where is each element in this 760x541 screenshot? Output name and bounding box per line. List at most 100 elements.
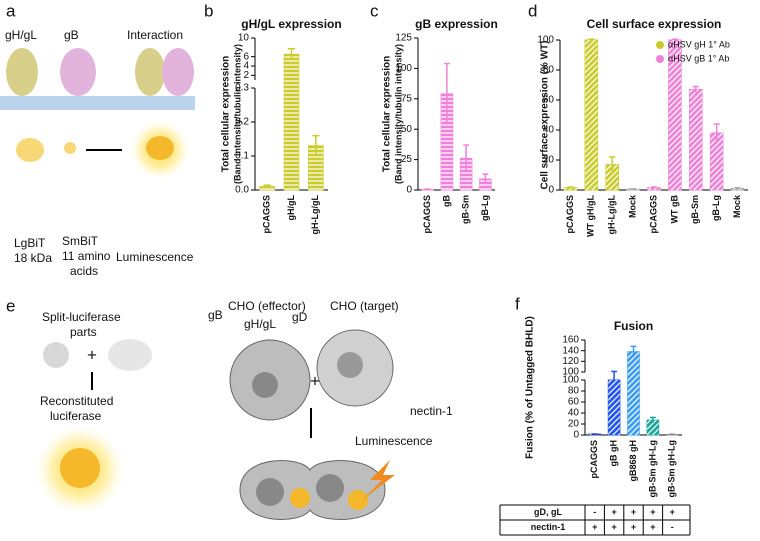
- y-tick-label: 100: [562, 375, 579, 386]
- x-tick-label: gB-Sm gH-Lg: [647, 440, 657, 498]
- label: parts: [70, 325, 97, 339]
- x-tick-label: pCAGGS: [422, 195, 432, 234]
- y-tick-label: 140: [562, 345, 579, 356]
- label: luciferase: [50, 409, 102, 423]
- table-cell: -: [593, 507, 596, 517]
- y-tick-label: 6: [243, 51, 249, 62]
- bar-hatch: [308, 145, 324, 190]
- y-tick-label: 100: [537, 35, 554, 46]
- x-tick-label: Mock: [627, 194, 637, 218]
- x-tick-label: pCAGGS: [565, 195, 575, 234]
- label: LgBiT: [14, 236, 46, 250]
- membrane: [0, 96, 195, 110]
- x-tick-label: pCAGGS: [589, 440, 599, 479]
- y-tick-label: 160: [562, 335, 579, 346]
- y-tick-label: 0: [548, 185, 554, 196]
- table-cell: +: [670, 507, 675, 517]
- label: gH/gL: [244, 317, 276, 331]
- label: gB: [64, 28, 79, 42]
- legend-swatch: [656, 41, 664, 49]
- x-tick-label: gH/gL: [286, 195, 296, 221]
- panel-letter: b: [204, 1, 213, 20]
- y-tick-label: 120: [562, 356, 579, 367]
- label: Interaction: [127, 28, 183, 42]
- bar-hatch: [441, 93, 453, 190]
- table-cell: +: [611, 507, 616, 517]
- luciferase: [60, 448, 100, 488]
- label: 11 amino: [62, 249, 111, 263]
- x-tick-label: gB-Sm: [690, 195, 700, 224]
- protein: [60, 48, 96, 96]
- y-tick-label: 50: [401, 124, 413, 135]
- x-tick-label: gB-Lg: [711, 195, 721, 221]
- panel-a: a gH/gL gB Interaction LgBiT 18 kDa SmBi…: [0, 1, 195, 278]
- chart-title: Fusion: [614, 319, 653, 333]
- y-tick-label: 0.2: [235, 117, 249, 128]
- luciferase: [290, 488, 310, 508]
- x-tick-label: gH-Lg/gL: [310, 195, 320, 235]
- legend-label: αHSV gB 1° Ab: [668, 53, 729, 63]
- nucleus: [256, 478, 284, 506]
- table-cell: nectin-1: [531, 522, 566, 532]
- y-tick-label: 2: [243, 70, 249, 81]
- y-tick-label: 125: [395, 33, 412, 44]
- x-tick-label: gB-Lg: [480, 195, 490, 221]
- table-cell: +: [631, 522, 636, 532]
- y-tick-label: 0: [573, 430, 579, 441]
- label: 18 kDa: [14, 251, 52, 265]
- y-tick-label: 100: [562, 367, 579, 378]
- label: CHO (effector): [228, 299, 306, 313]
- bar-hatch: [605, 164, 619, 190]
- protein: [6, 48, 38, 96]
- label: gB: [208, 308, 223, 322]
- x-tick-label: gB-Sm: [461, 195, 471, 224]
- bar-hatch: [284, 54, 299, 191]
- label: Split-luciferase: [42, 310, 121, 324]
- y-tick-label: 10: [238, 33, 250, 44]
- luciferase: [146, 136, 174, 160]
- table-cell: +: [592, 522, 597, 532]
- y-tick-label: 0: [406, 185, 412, 196]
- label: CHO (target): [330, 299, 399, 313]
- protein: [135, 48, 165, 96]
- bar-hatch: [647, 187, 661, 190]
- legend-label: αHSV gH 1° Ab: [668, 39, 730, 49]
- panel-letter: e: [6, 296, 15, 315]
- y-tick-label: 40: [568, 408, 580, 419]
- table-cell: +: [631, 507, 636, 517]
- y-axis-label: Cell surface expression (% WT): [540, 41, 551, 190]
- y-axis-label: Total cellular expression: [382, 56, 393, 173]
- panel-e: e + Split-luciferase parts Reconstituted…: [6, 296, 453, 520]
- plus: +: [87, 345, 97, 364]
- x-tick-label: Mock: [732, 194, 742, 218]
- bar-hatch: [627, 351, 640, 435]
- label: Luminescence: [355, 434, 433, 448]
- y-tick-label: 80: [568, 386, 580, 397]
- y-tick-label: 0.1: [235, 151, 249, 162]
- chart-title: Cell surface expression: [587, 17, 722, 31]
- label: gD: [292, 310, 308, 324]
- x-tick-label: pCAGGS: [648, 195, 658, 234]
- y-tick-label: 80: [543, 65, 555, 76]
- y-tick-label: 40: [543, 125, 555, 136]
- bar-hatch: [564, 187, 577, 190]
- chart-title: gB expression: [415, 17, 498, 31]
- fused-cell: [239, 460, 386, 520]
- x-tick-label: gH-Lg/gL: [607, 195, 617, 235]
- table-cell: +: [650, 522, 655, 532]
- y-tick-label: 4: [243, 61, 249, 72]
- x-tick-label: pCAGGS: [262, 195, 272, 234]
- panel-letter: d: [528, 1, 537, 20]
- label: Luminescence: [116, 250, 194, 264]
- panel-letter: f: [515, 294, 520, 313]
- part: [43, 342, 69, 368]
- table-cell: +: [611, 522, 616, 532]
- label: Reconstituted: [40, 394, 113, 408]
- label: nectin-1: [410, 404, 453, 418]
- y-axis-label: Fusion (% of Untagged BHLD): [525, 316, 536, 459]
- y-tick-label: 60: [568, 397, 580, 408]
- chart-title: gH/gL expression: [241, 17, 341, 31]
- y-tick-label: 75: [401, 93, 413, 104]
- x-tick-label: gB gH: [608, 440, 618, 467]
